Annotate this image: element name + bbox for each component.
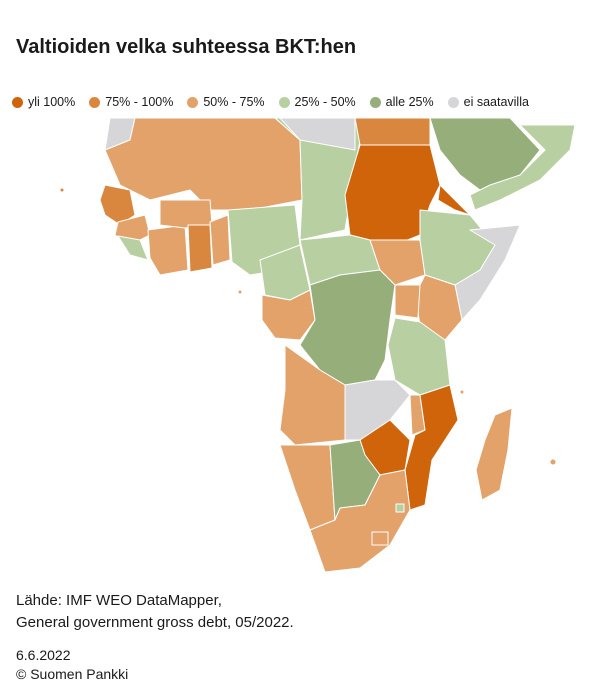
copyright: © Suomen Pankki	[16, 666, 129, 682]
region-sierra-leone-liberia	[117, 235, 149, 261]
publish-date: 6.6.2022	[16, 647, 71, 663]
legend-swatch	[187, 96, 199, 108]
region-lesotho	[371, 531, 389, 546]
legend-label: ei saatavilla	[463, 95, 529, 109]
legend-item-under-25: alle 25%	[369, 95, 434, 109]
region-mozambique	[404, 384, 459, 511]
legend-label: 50% - 75%	[203, 95, 265, 109]
region-togo-benin	[209, 214, 231, 266]
africa-debt-map	[59, 118, 576, 573]
legend-swatch	[447, 96, 459, 108]
legend-label: yli 100%	[28, 95, 76, 109]
island-comoros	[459, 389, 465, 395]
legend-swatch	[89, 96, 101, 108]
legend-item-25-50: 25% - 50%	[278, 95, 356, 109]
region-libya-gap	[279, 118, 356, 151]
legend-item-not-available: ei saatavilla	[447, 95, 529, 109]
region-eritrea	[437, 184, 471, 216]
region-egypt	[354, 118, 431, 146]
region-eswatini	[395, 503, 405, 513]
source-line-2: General government gross debt, 05/2022.	[16, 614, 294, 631]
legend-label: 25% - 50%	[294, 95, 356, 109]
region-drc	[299, 269, 396, 386]
legend-item-50-75: 50% - 75%	[187, 95, 265, 109]
region-yemen-oman	[469, 124, 576, 211]
legend-item-75-100: 75% - 100%	[89, 95, 173, 109]
region-namibia	[279, 444, 336, 531]
region-uganda	[394, 284, 421, 319]
region-angola	[279, 344, 346, 446]
region-south-africa	[309, 469, 411, 573]
legend: yli 100% 75% - 100% 50% - 75% 25% - 50% …	[12, 95, 529, 109]
region-burkina	[159, 199, 213, 229]
island-sao-tome	[237, 289, 243, 295]
region-cote-divoire	[147, 224, 189, 276]
legend-swatch	[369, 96, 381, 108]
island-cape-verde	[59, 187, 65, 193]
footer: 6.6.2022 © Suomen Pankki	[16, 646, 128, 684]
legend-label: 75% - 100%	[105, 95, 174, 109]
region-ghana	[187, 224, 213, 273]
region-madagascar	[475, 407, 513, 501]
source-line-1: Lähde: IMF WEO DataMapper,	[16, 592, 222, 609]
map-title: Valtioiden velka suhteessa BKT:hen	[16, 36, 357, 58]
legend-swatch	[12, 96, 23, 108]
source-note: Lähde: IMF WEO DataMapper, General gover…	[16, 590, 294, 634]
legend-swatch	[278, 96, 290, 108]
region-gabon-congo	[261, 289, 316, 341]
legend-label: alle 25%	[385, 95, 434, 109]
legend-item-over-100: yli 100%	[12, 95, 75, 109]
island-mauritius	[549, 458, 557, 466]
region-zambia	[344, 379, 411, 441]
region-mauritania-mali-niger	[104, 118, 303, 211]
